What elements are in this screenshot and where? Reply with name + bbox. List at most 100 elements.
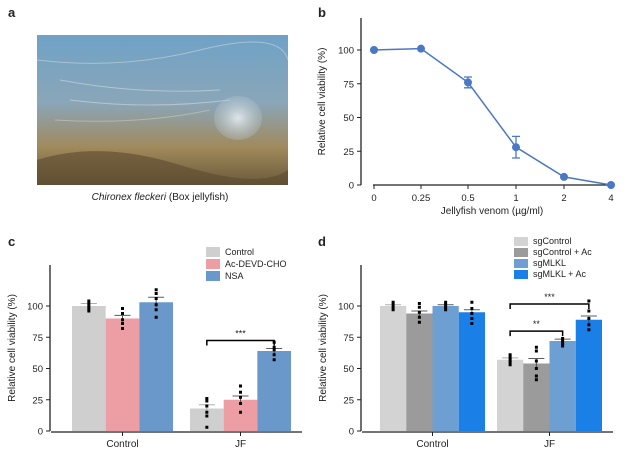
panel-label-a: a	[8, 5, 16, 20]
individual-point	[121, 327, 124, 330]
individual-point	[87, 309, 91, 313]
legend-label: sgControl + Ac	[533, 247, 592, 257]
x-tick-label: JF	[544, 439, 555, 450]
individual-point	[470, 307, 474, 310]
bar	[575, 319, 602, 431]
individual-point	[470, 312, 474, 315]
data-point	[560, 172, 568, 181]
caption-common: (Box jellyfish)	[166, 192, 228, 203]
y-tick-label: 75	[32, 333, 43, 344]
y-tick-label: 100	[338, 302, 354, 313]
individual-point	[561, 339, 565, 343]
individual-point	[587, 299, 591, 303]
individual-point	[417, 310, 421, 314]
y-tick-label: 0	[349, 427, 354, 438]
x-tick-label: Control	[416, 439, 448, 450]
individual-point	[239, 410, 242, 414]
individual-point	[121, 318, 124, 322]
bar	[497, 359, 524, 431]
individual-point	[417, 305, 421, 309]
individual-point	[508, 353, 512, 357]
y-axis-label: Relative cell viability (%)	[318, 294, 329, 402]
significance-bracket	[509, 303, 590, 309]
individual-point	[272, 345, 276, 349]
individual-point	[444, 303, 448, 307]
legend-label: sgMLKL	[533, 258, 566, 268]
individual-point	[508, 363, 512, 367]
x-tick-label: 1	[513, 193, 518, 204]
y-tick-label: 100	[338, 46, 354, 57]
individual-point	[205, 425, 209, 429]
x-tick-label: 0.5	[461, 193, 474, 204]
bar	[72, 306, 106, 431]
individual-point	[154, 315, 158, 319]
x-tick-label: JF	[235, 439, 246, 450]
individual-point	[121, 307, 124, 310]
individual-point	[508, 358, 512, 362]
individual-point	[534, 378, 538, 382]
significance-bracket	[206, 339, 275, 346]
y-tick-label: 0	[349, 181, 354, 192]
individual-point	[508, 355, 512, 359]
bar	[549, 341, 576, 431]
individual-point	[534, 359, 538, 363]
photo-caption: Chironex fleckeri (Box jellyfish)	[92, 192, 229, 203]
legend-label: Control	[225, 247, 254, 257]
bar	[105, 318, 140, 431]
individual-point	[391, 303, 395, 307]
individual-point	[534, 345, 538, 349]
legend-swatch	[206, 259, 220, 269]
individual-point	[444, 308, 448, 312]
individual-point	[587, 309, 591, 313]
individual-point	[561, 337, 565, 340]
significance-label: ***	[544, 292, 555, 302]
y-tick-label: 50	[32, 364, 43, 375]
legend-swatch	[206, 271, 220, 281]
individual-point	[587, 328, 591, 332]
individual-point	[239, 395, 242, 399]
individual-point	[391, 308, 395, 312]
chart-c-bar: 0 25 50 75 100 Relative cell viability (%) Con…	[7, 247, 302, 450]
bar	[458, 312, 485, 431]
individual-point	[205, 414, 209, 418]
jellyfish-photo	[36, 35, 289, 185]
y-tick-label: 75	[343, 79, 354, 90]
individual-point	[121, 312, 124, 315]
individual-point	[470, 300, 474, 304]
legend-label: NSA	[225, 271, 244, 281]
caption-species: Chironex fleckeri	[92, 192, 167, 203]
x-tick-label: 0	[371, 193, 376, 204]
individual-point	[561, 342, 565, 345]
individual-point	[391, 300, 395, 304]
x-tick-label: 0.25	[412, 193, 431, 204]
y-axis-label: Relative cell viability (%)	[317, 48, 328, 156]
y-tick-label: 75	[343, 333, 354, 344]
data-point	[417, 44, 425, 53]
individual-point	[205, 399, 209, 403]
legend-label: sgMLKL + Ac	[533, 269, 586, 279]
y-tick-label: 50	[343, 113, 354, 124]
bar	[523, 363, 550, 431]
series-line	[373, 47, 612, 186]
individual-point	[239, 402, 242, 405]
bar	[406, 313, 433, 431]
individual-point	[121, 322, 124, 325]
y-tick-label: 25	[343, 395, 354, 406]
individual-point	[87, 307, 91, 310]
significance-bracket	[509, 330, 564, 337]
individual-point	[561, 344, 565, 348]
legend-swatch	[206, 247, 220, 257]
chart-b-dose-response: 0 25 50 75 100 Relative cell viability (%) 0 0.…	[317, 18, 615, 217]
legend-swatch	[514, 270, 528, 279]
data-point	[370, 46, 378, 54]
data-point	[607, 181, 615, 189]
individual-point	[534, 349, 538, 353]
individual-point	[470, 317, 474, 320]
panel-label-b: b	[318, 5, 326, 20]
individual-point	[534, 367, 538, 370]
panel-label-c: c	[8, 234, 15, 249]
x-tick-label: 2	[561, 193, 566, 204]
y-tick-label: 0	[38, 427, 43, 438]
y-axis-label: Relative cell viability (%)	[7, 294, 18, 402]
y-tick-label: 25	[343, 147, 354, 158]
